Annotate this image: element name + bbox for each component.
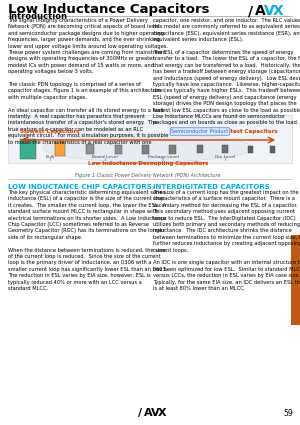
Bar	[291, 235, 300, 325]
Text: capacitor, one resistor, and one inductor.  The RLC values in
this model are com: capacitor, one resistor, and one inducto…	[153, 18, 300, 125]
Text: V: V	[264, 4, 275, 18]
Text: Board Level: Board Level	[92, 155, 118, 159]
Bar	[248, 145, 253, 153]
Ellipse shape	[43, 134, 253, 162]
Bar	[142, 144, 148, 153]
Text: INTERDIGITATED CAPACITORS: INTERDIGITATED CAPACITORS	[153, 184, 270, 190]
Text: /: /	[248, 4, 253, 18]
Text: Low Inductance Capacitors: Low Inductance Capacitors	[8, 3, 209, 16]
Text: Introduction: Introduction	[8, 12, 67, 21]
Text: Figure 1 Classic Power Delivery Network (PDN) Architecture: Figure 1 Classic Power Delivery Network …	[75, 173, 221, 178]
Text: Fastest Capacitors: Fastest Capacitors	[220, 129, 278, 134]
Text: Slowest Capacitors: Slowest Capacitors	[20, 129, 80, 134]
Text: Die Level: Die Level	[215, 155, 235, 159]
Text: 59: 59	[283, 408, 293, 417]
Bar	[115, 144, 122, 153]
Text: Package Level: Package Level	[148, 155, 178, 159]
Text: The size of a current loop has the greatest impact on the ESL
characteristics of: The size of a current loop has the great…	[153, 190, 300, 291]
Bar	[197, 145, 203, 153]
Bar	[86, 144, 94, 154]
Text: Low Inductance Decoupling Capacitors: Low Inductance Decoupling Capacitors	[88, 161, 208, 166]
Text: A: A	[255, 4, 266, 18]
Bar	[8, 115, 292, 163]
Text: X: X	[158, 408, 166, 418]
Text: X: X	[273, 4, 284, 18]
Text: V: V	[151, 408, 160, 418]
Text: /: /	[138, 408, 142, 418]
Bar	[55, 142, 65, 156]
Text: A: A	[144, 408, 153, 418]
Text: Semiconductor Product: Semiconductor Product	[171, 129, 229, 134]
Bar	[20, 139, 36, 159]
Text: The signal integrity characteristics of a Power Delivery
Network (PDN) are becom: The signal integrity characteristics of …	[8, 18, 168, 145]
Bar	[222, 145, 228, 153]
Text: The key physical characteristic determining equivalent series
inductance (ESL) o: The key physical characteristic determin…	[8, 190, 167, 291]
Bar	[269, 145, 275, 153]
Text: LOW INDUCTANCE CHIP CAPACITORS: LOW INDUCTANCE CHIP CAPACITORS	[8, 184, 152, 190]
Bar	[169, 144, 176, 153]
Text: Bulk: Bulk	[45, 155, 55, 159]
